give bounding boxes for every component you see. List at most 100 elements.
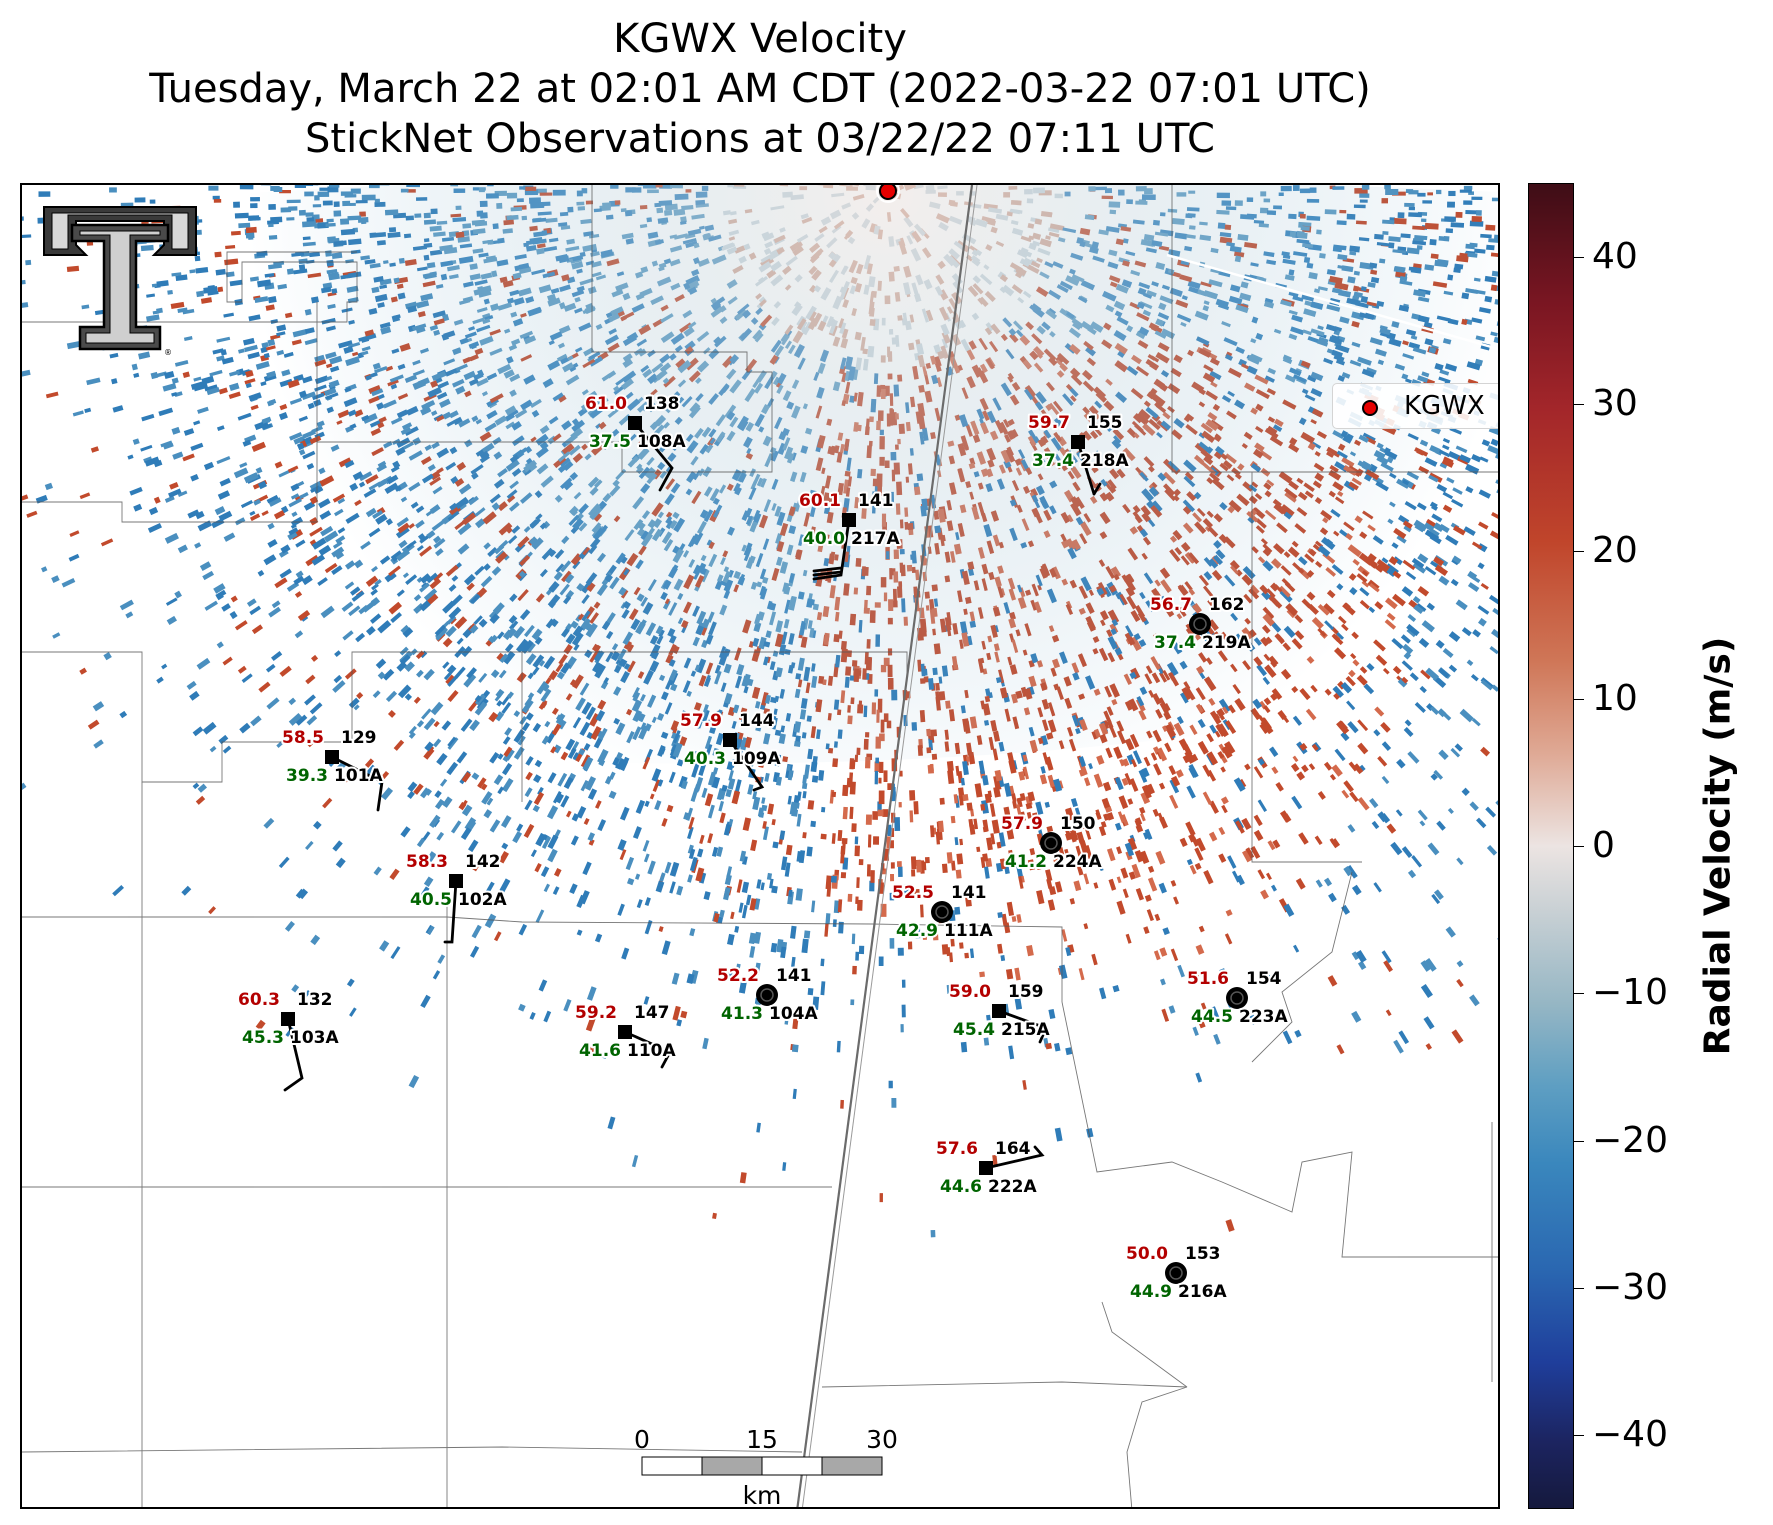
velocity-bin bbox=[1282, 1030, 1293, 1045]
velocity-bin bbox=[1420, 960, 1431, 972]
velocity-bin bbox=[1440, 710, 1452, 721]
velocity-bin bbox=[1018, 876, 1024, 889]
velocity-bin bbox=[1134, 849, 1144, 863]
velocity-bin bbox=[1404, 719, 1412, 727]
velocity-bin bbox=[712, 1212, 717, 1220]
velocity-bin bbox=[38, 191, 51, 197]
velocity-bin bbox=[1357, 742, 1369, 755]
velocity-bin bbox=[818, 770, 825, 781]
velocity-bin bbox=[1450, 747, 1461, 758]
velocity-bin bbox=[1003, 782, 1012, 797]
velocity-bin bbox=[1282, 813, 1292, 823]
velocity-bin bbox=[1186, 785, 1196, 799]
velocity-bin bbox=[1355, 950, 1367, 963]
velocity-bin bbox=[879, 761, 884, 774]
velocity-bin bbox=[1035, 861, 1043, 870]
velocity-bin bbox=[984, 866, 990, 879]
velocity-bin bbox=[1403, 727, 1414, 737]
velocity-bin bbox=[1227, 855, 1237, 869]
velocity-bin bbox=[1155, 850, 1166, 865]
velocity-bin bbox=[1139, 806, 1146, 814]
velocity-bin bbox=[569, 883, 578, 895]
velocity-bin bbox=[1323, 761, 1333, 771]
velocity-bin bbox=[903, 884, 909, 895]
velocity-bin bbox=[1144, 894, 1152, 902]
velocity-bin bbox=[1456, 978, 1464, 988]
velocity-bin bbox=[632, 826, 642, 840]
velocity-bin bbox=[939, 797, 945, 805]
velocity-bin bbox=[483, 809, 493, 819]
velocity-bin bbox=[959, 942, 964, 949]
velocity-bin bbox=[553, 867, 562, 877]
velocity-bin bbox=[786, 765, 791, 771]
velocity-bin bbox=[1200, 1002, 1207, 1010]
velocity-bin bbox=[1046, 825, 1054, 833]
velocity-bin bbox=[1088, 763, 1093, 770]
velocity-bin bbox=[1317, 791, 1326, 800]
velocity-bin bbox=[1424, 958, 1437, 972]
velocity-bin bbox=[960, 777, 965, 786]
velocity-bin bbox=[1225, 909, 1233, 917]
velocity-bin bbox=[582, 861, 592, 876]
velocity-bin bbox=[1106, 848, 1116, 862]
velocity-bin bbox=[666, 804, 674, 813]
velocity-bin bbox=[1065, 807, 1075, 821]
velocity-bin bbox=[644, 897, 651, 907]
velocity-bin bbox=[498, 850, 509, 864]
velocity-bin bbox=[757, 807, 765, 817]
velocity-bin bbox=[1065, 947, 1072, 957]
velocity-bin bbox=[867, 834, 872, 848]
velocity-bin bbox=[1323, 877, 1333, 887]
velocity-bin bbox=[652, 779, 661, 792]
velocity-bin bbox=[1191, 753, 1199, 762]
velocity-bin bbox=[501, 778, 514, 793]
velocity-bin bbox=[910, 856, 917, 870]
velocity-bin bbox=[464, 817, 477, 831]
velocity-bin bbox=[779, 830, 786, 840]
velocity-bin bbox=[1032, 812, 1040, 825]
velocity-bin bbox=[1454, 743, 1463, 752]
velocity-bin bbox=[1480, 746, 1491, 757]
velocity-bin bbox=[1290, 762, 1300, 772]
velocity-bin bbox=[842, 806, 848, 820]
velocity-bin bbox=[566, 810, 572, 818]
velocity-bin bbox=[1189, 864, 1197, 875]
velocity-bin bbox=[915, 925, 921, 939]
velocity-bin bbox=[716, 846, 724, 857]
velocity-bin bbox=[626, 877, 635, 886]
velocity-bin bbox=[471, 858, 483, 872]
velocity-bin bbox=[1373, 729, 1381, 737]
velocity-bin bbox=[879, 1193, 883, 1203]
velocity-bin bbox=[655, 880, 665, 893]
velocity-bin bbox=[1103, 813, 1109, 821]
velocity-bin bbox=[1153, 950, 1161, 961]
velocity-bin bbox=[1221, 745, 1233, 759]
velocity-bin bbox=[841, 837, 848, 845]
velocity-bin bbox=[1022, 754, 1028, 762]
velocity-bin bbox=[958, 787, 965, 796]
velocity-bin bbox=[806, 846, 813, 857]
velocity-bin bbox=[716, 788, 725, 801]
velocity-bin bbox=[1027, 791, 1036, 802]
velocity-bin bbox=[642, 839, 650, 852]
velocity-bin bbox=[1061, 929, 1068, 942]
velocity-bin bbox=[850, 999, 855, 1006]
velocity-bin bbox=[532, 804, 540, 813]
velocity-bin bbox=[1098, 825, 1107, 837]
velocity-bin bbox=[380, 787, 394, 801]
velocity-bin bbox=[762, 826, 769, 841]
velocity-bin bbox=[669, 881, 676, 894]
velocity-bin bbox=[364, 758, 375, 768]
velocity-bin bbox=[1244, 763, 1251, 771]
velocity-bin bbox=[525, 771, 533, 781]
velocity-bin bbox=[676, 885, 684, 896]
velocity-bin bbox=[704, 793, 714, 807]
velocity-bin bbox=[787, 770, 794, 781]
velocity-bin bbox=[978, 760, 986, 775]
velocity-bin bbox=[1429, 705, 1440, 715]
velocity-bin bbox=[721, 784, 728, 792]
velocity-bin bbox=[897, 866, 903, 877]
velocity-bin bbox=[1218, 853, 1227, 863]
velocity-bin bbox=[255, 1019, 266, 1031]
velocity-bin bbox=[1125, 933, 1132, 944]
